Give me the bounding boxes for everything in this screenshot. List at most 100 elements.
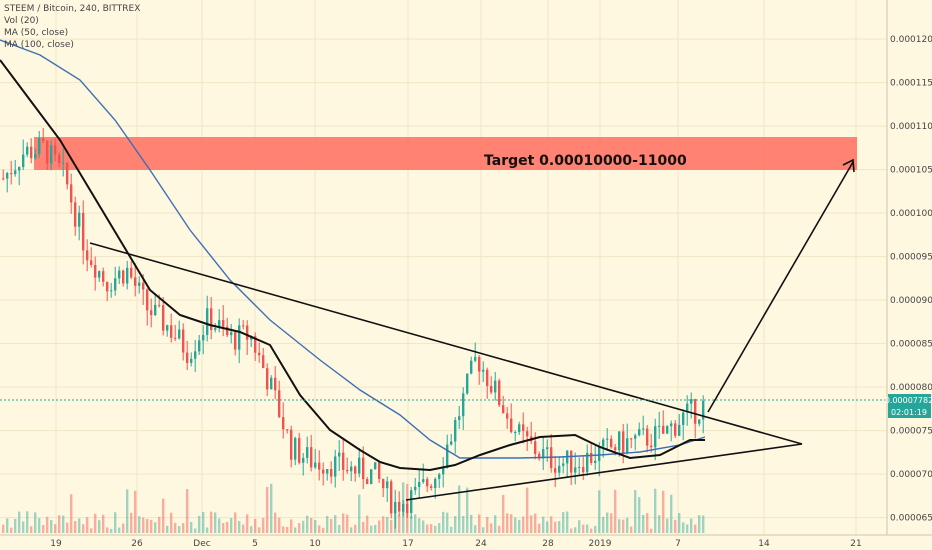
volume-bar: [258, 527, 261, 533]
candle-body: [286, 429, 289, 431]
candle-body: [474, 356, 477, 361]
x-axis[interactable]: 19 26 Dec 5 10 17 24 28 2019 7 14 21: [0, 534, 932, 549]
candle-body: [506, 413, 509, 419]
candle-body: [66, 162, 69, 185]
volume-bar: [290, 519, 293, 533]
candle-body: [186, 352, 189, 363]
volume-bar: [142, 517, 145, 533]
y-tick-label: 0.00006500: [890, 514, 932, 524]
candle-body: [154, 304, 157, 316]
candle-body: [178, 329, 181, 339]
candle-body: [266, 368, 269, 390]
candle-body: [674, 423, 677, 436]
volume-bar: [490, 523, 493, 533]
volume-bar: [146, 519, 149, 533]
volume-bar: [354, 524, 357, 533]
x-tick-label: 7: [675, 539, 681, 549]
volume-bar: [570, 528, 573, 533]
candle-body: [46, 140, 49, 164]
candle-body: [654, 426, 657, 448]
volume-bar: [498, 525, 501, 533]
volume-bar: [42, 524, 45, 533]
candle-body: [466, 373, 469, 394]
candle-body: [338, 452, 341, 457]
volume-bar: [46, 516, 49, 533]
volume-bar: [382, 516, 385, 533]
candle-body: [58, 154, 61, 164]
volume-bar: [62, 515, 65, 533]
candle-body: [98, 271, 101, 278]
volume-bar: [18, 511, 21, 533]
projection-arrow: [707, 161, 854, 413]
volume-bar: [634, 490, 637, 533]
volume-bar: [534, 513, 537, 533]
candle-body: [562, 463, 565, 466]
candle-body: [454, 419, 457, 442]
candle-body: [166, 325, 169, 331]
volume-bar: [282, 526, 285, 533]
candle-body: [210, 308, 213, 330]
volume-bar: [510, 514, 513, 533]
volume-bar: [694, 524, 697, 533]
candle-body: [578, 466, 581, 468]
candle-body: [234, 332, 237, 350]
candle-body: [6, 173, 9, 179]
legend-ma50: MA (50, close): [4, 28, 69, 38]
volume-bar: [430, 524, 433, 533]
volume-bar: [398, 514, 401, 533]
candle-body: [378, 462, 381, 480]
candle-body: [202, 334, 205, 341]
candle-body: [670, 423, 673, 427]
candle-body: [138, 282, 141, 286]
volume-bar: [298, 523, 301, 533]
volume-bar: [486, 516, 489, 533]
y-tick-label: 0.00009000: [890, 296, 932, 306]
candle-body: [62, 162, 65, 164]
volume-bar: [234, 512, 237, 533]
y-tick-label: 0.00008500: [890, 340, 932, 350]
volume-bar: [474, 525, 477, 533]
candle-body: [450, 441, 453, 445]
candle-body: [50, 145, 53, 164]
volume-bar: [390, 519, 393, 533]
legend-symbol: STEEM / Bitcoin, 240, BITTREX: [4, 4, 141, 14]
candle-body: [110, 290, 113, 292]
volume-bar: [90, 528, 93, 533]
candle-body: [522, 424, 525, 432]
candle-body: [634, 435, 637, 439]
candle-body: [414, 486, 417, 491]
candle-body: [26, 146, 29, 155]
volume-bar: [154, 522, 157, 533]
volume-bar: [466, 487, 469, 533]
volume-bar: [26, 511, 29, 533]
volume-bar: [378, 520, 381, 533]
y-tick-label: 0.00009500: [890, 253, 932, 263]
volume-bar: [250, 526, 253, 533]
volume-bar: [682, 522, 685, 533]
volume-bar: [218, 518, 221, 533]
volume-bar: [122, 523, 125, 533]
x-tick-label: 14: [758, 539, 770, 549]
ma50-line: [0, 59, 705, 472]
candle-body: [162, 305, 165, 331]
volume-bar: [194, 528, 197, 533]
target-zone: [34, 137, 857, 170]
volume-bar: [82, 524, 85, 533]
volume-bar: [2, 524, 5, 533]
volume-bar: [254, 518, 257, 533]
candle-body: [470, 360, 473, 374]
volume-bar: [646, 513, 649, 533]
volume-bar: [198, 515, 201, 533]
volume-bar: [422, 520, 425, 533]
candle-body: [126, 267, 129, 284]
volume-bar: [562, 512, 565, 533]
trendline-lower: [405, 443, 803, 501]
y-tick-label: 0.00008000: [890, 383, 932, 393]
candle-body: [326, 468, 329, 474]
candle-body: [2, 178, 5, 180]
volume-bar: [30, 526, 33, 533]
candle-body: [526, 431, 529, 437]
candle-body: [622, 431, 625, 453]
y-axis[interactable]: 0.00012000 0.00011500 0.00011000 0.00010500…: [890, 35, 932, 523]
